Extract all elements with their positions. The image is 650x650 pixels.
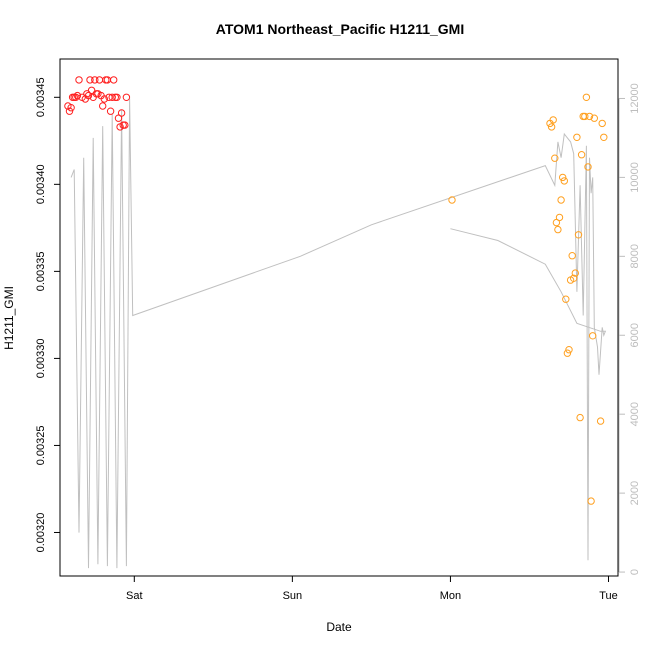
data-point-red <box>75 76 83 84</box>
y2-tick-label: 0 <box>629 569 641 575</box>
y-tick-label: 0.00340 <box>35 164 47 204</box>
data-point-red <box>108 93 116 102</box>
data-point-orange <box>562 295 570 303</box>
data-point-orange <box>568 252 576 260</box>
x-tick-label: Mon <box>440 590 461 602</box>
data-point-orange <box>570 274 578 282</box>
data-point-orange <box>563 349 572 357</box>
data-point-orange <box>554 225 562 234</box>
data-point-red <box>65 107 74 115</box>
data-point-orange <box>582 93 591 102</box>
x-tick-label: Sun <box>283 590 303 602</box>
y2-tick-label: 12000 <box>629 83 641 114</box>
data-point-orange <box>574 231 583 239</box>
data-point-orange <box>565 346 573 354</box>
y-tick-label: 0.00320 <box>35 513 47 553</box>
altitude-line <box>70 98 607 569</box>
data-point-orange <box>577 151 586 159</box>
data-point-red <box>86 76 94 84</box>
x-tick-label: Tue <box>599 590 618 602</box>
altitude-layer <box>70 98 607 569</box>
y-axis-label: H1211_GMI <box>2 286 16 350</box>
data-point-orange <box>584 163 592 171</box>
data-point-orange <box>557 196 565 204</box>
y2-tick-label: 6000 <box>629 323 641 347</box>
data-point-red <box>122 93 131 102</box>
data-point-orange <box>547 123 556 131</box>
data-point-red <box>100 95 109 103</box>
x-tick-label: Sat <box>126 590 143 602</box>
y2-tick-label: 4000 <box>629 402 641 426</box>
y2-tick-label: 10000 <box>629 162 641 193</box>
y-tick-label: 0.00335 <box>35 252 47 292</box>
data-point-orange <box>571 269 579 277</box>
data-point-orange <box>596 417 605 425</box>
data-point-red <box>73 91 82 100</box>
points-layer <box>64 76 608 505</box>
y-tick-label: 0.00325 <box>35 426 47 466</box>
data-point-orange <box>576 413 584 422</box>
x-axis-label: Date <box>326 620 352 634</box>
data-point-red <box>91 76 99 84</box>
data-point-orange <box>589 332 597 340</box>
data-point-red <box>83 90 91 98</box>
data-point-red <box>99 102 107 110</box>
data-point-orange <box>549 116 557 124</box>
data-point-orange <box>590 114 598 122</box>
y2-tick-label: 8000 <box>629 244 641 268</box>
data-point-orange <box>559 173 567 182</box>
data-point-red <box>87 86 96 95</box>
data-point-orange <box>448 196 456 204</box>
data-point-orange <box>573 133 581 142</box>
data-point-red <box>67 104 75 112</box>
data-point-red <box>95 76 104 84</box>
data-point-red <box>110 76 118 84</box>
y-tick-label: 0.00345 <box>35 77 47 117</box>
data-point-orange <box>585 112 594 121</box>
y-axis-right: 0 2000 4000 6000 8000 10000 12000 <box>618 83 641 575</box>
y-axis-left: 0.00320 0.00325 0.00330 0.00335 0.00340 0.003… <box>35 77 60 552</box>
x-axis: Sat Sun Mon Tue <box>126 576 618 602</box>
data-point-orange <box>587 497 595 505</box>
data-point-orange <box>551 154 559 162</box>
data-point-orange <box>600 133 608 142</box>
data-point-red <box>113 93 121 102</box>
y2-tick-label: 2000 <box>629 481 641 505</box>
data-point-red <box>121 121 129 129</box>
data-point-orange <box>598 119 606 128</box>
data-point-orange <box>581 112 589 121</box>
y-tick-label: 0.00330 <box>35 339 47 379</box>
data-point-orange <box>560 177 568 185</box>
plot-frame <box>59 58 619 577</box>
data-point-orange <box>555 213 564 222</box>
data-point-red <box>117 109 126 117</box>
chart-title: ATOM1 Northeast_Pacific H1211_GMI <box>216 21 464 37</box>
data-point-red <box>84 91 93 100</box>
data-point-red <box>106 107 115 115</box>
